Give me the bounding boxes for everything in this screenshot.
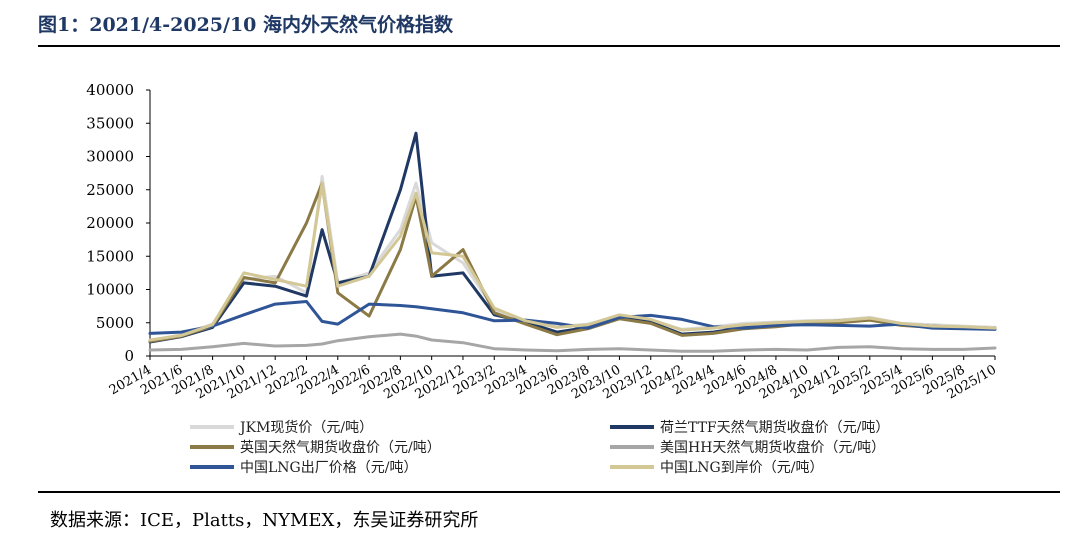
legend-label: 荷兰TTF天然气期货收盘价（元/吨） — [660, 420, 890, 436]
legend-label: 中国LNG到岸价（元/吨） — [660, 460, 824, 476]
legend-item: 荷兰TTF天然气期货收盘价（元/吨） — [610, 418, 889, 436]
series-line — [148, 181, 997, 343]
legend-label: 美国HH天然气期货收盘价（元/吨） — [660, 440, 886, 456]
legend-item: 中国LNG到岸价（元/吨） — [610, 458, 823, 476]
source-rule — [38, 491, 1060, 493]
series-line — [148, 332, 997, 353]
natural-gas-price-chart: 0 5000 10000 15000 20000 25000 30000 35000 40000… — [86, 81, 999, 402]
chart-axes: 0 5000 10000 15000 20000 25000 30000 35000 40000… — [86, 81, 999, 402]
legend-swatch — [610, 425, 654, 429]
series-layer — [148, 131, 997, 353]
legend-label: 英国天然气期货收盘价（元/吨） — [240, 440, 441, 456]
legend-label: 中国LNG出厂价格（元/吨） — [240, 460, 418, 476]
y-tick-label: 15000 — [86, 247, 134, 265]
source-note: 数据来源：ICE，Platts，NYMEX，东吴证券研究所 — [50, 510, 479, 531]
y-tick-label: 10000 — [86, 281, 134, 299]
y-tick-label: 30000 — [86, 148, 134, 166]
series-line — [148, 300, 997, 335]
legend-swatch — [610, 465, 654, 469]
legend-item: JKM现货价（元/吨） — [190, 418, 373, 436]
legend-label: JKM现货价（元/吨） — [240, 420, 374, 436]
page-title: 图1：2021/4-2025/10 海内外天然气价格指数 — [38, 14, 454, 36]
legend-item: 美国HH天然气期货收盘价（元/吨） — [610, 438, 885, 456]
legend-swatch — [610, 445, 654, 449]
y-tick-label: 20000 — [86, 214, 134, 232]
series-line — [148, 131, 997, 344]
legend-swatch — [190, 445, 234, 449]
series-line — [148, 174, 997, 343]
legend-swatch — [190, 465, 234, 469]
legend-item: 中国LNG出厂价格（元/吨） — [190, 458, 417, 476]
y-tick-label: 5000 — [96, 314, 134, 332]
y-tick-label: 25000 — [86, 181, 134, 199]
title-rule — [38, 45, 1060, 47]
legend-swatch — [190, 425, 234, 429]
y-tick-label: 40000 — [86, 81, 134, 99]
y-tick-label: 0 — [124, 347, 134, 365]
series-line — [148, 181, 997, 342]
y-tick-label: 35000 — [86, 114, 134, 132]
legend-item: 英国天然气期货收盘价（元/吨） — [190, 438, 441, 456]
